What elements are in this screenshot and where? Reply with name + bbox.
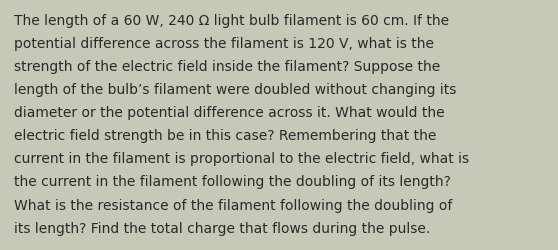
Text: electric field strength be in this case? Remembering that the: electric field strength be in this case?… <box>14 129 436 143</box>
Text: the current in the filament following the doubling of its length?: the current in the filament following th… <box>14 175 451 189</box>
Text: potential difference across the filament is 120 V, what is the: potential difference across the filament… <box>14 37 434 51</box>
Text: current in the filament is proportional to the electric field, what is: current in the filament is proportional … <box>14 152 469 166</box>
Text: strength of the electric field inside the filament? Suppose the: strength of the electric field inside th… <box>14 60 440 74</box>
Text: length of the bulb’s filament were doubled without changing its: length of the bulb’s filament were doubl… <box>14 83 456 97</box>
Text: its length? Find the total charge that flows during the pulse.: its length? Find the total charge that f… <box>14 221 430 235</box>
Text: The length of a 60 W, 240 Ω light bulb filament is 60 cm. If the: The length of a 60 W, 240 Ω light bulb f… <box>14 14 449 28</box>
Text: What is the resistance of the filament following the doubling of: What is the resistance of the filament f… <box>14 198 453 212</box>
Text: diameter or the potential difference across it. What would the: diameter or the potential difference acr… <box>14 106 445 120</box>
